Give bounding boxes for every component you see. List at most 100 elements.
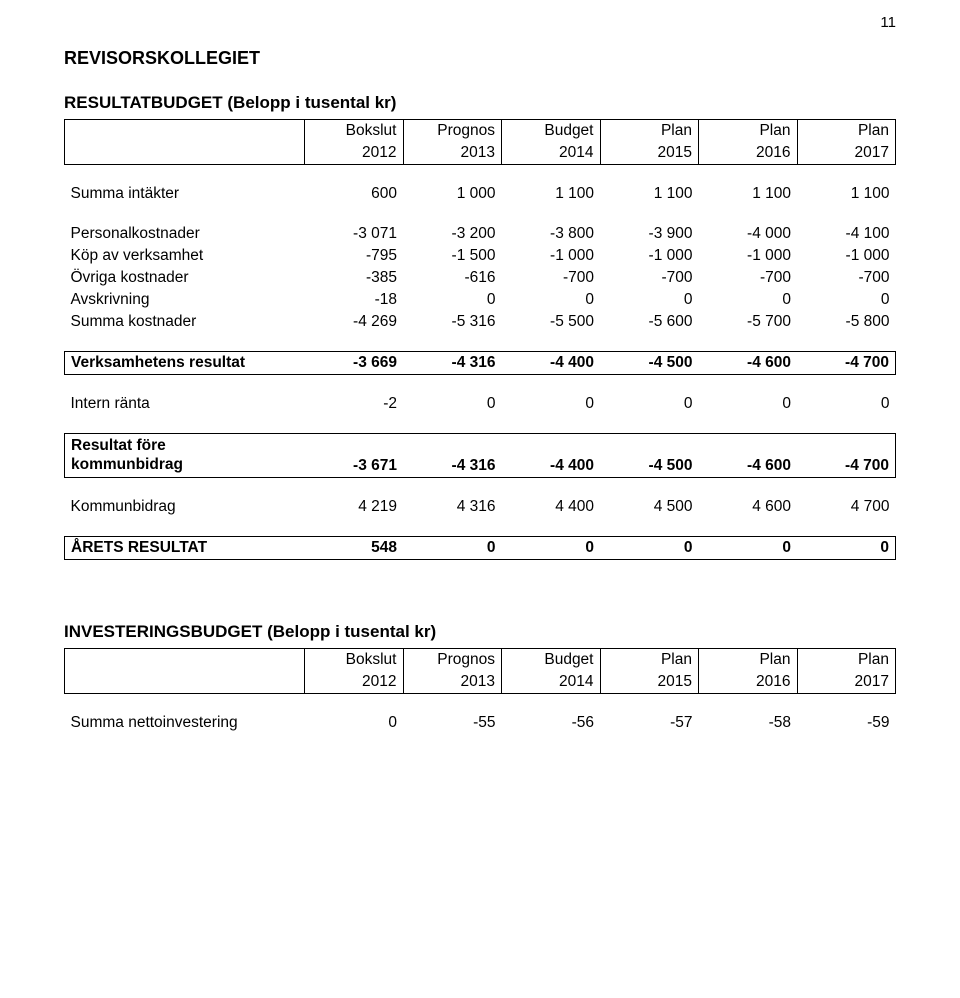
cell: 0 (797, 393, 896, 415)
cell-label: Kommunbidrag (65, 496, 305, 518)
page: 11 REVISORSKOLLEGIET RESULTATBUDGET (Bel… (0, 0, 960, 998)
row-arets-resultat: ÅRETS RESULTAT 548 0 0 0 0 0 (65, 536, 896, 559)
header-2012: 2012 (305, 671, 404, 694)
cell: 1 100 (502, 183, 601, 205)
header-2016: 2016 (699, 671, 798, 694)
header-2015: 2015 (600, 671, 699, 694)
cell: -3 071 (305, 223, 404, 245)
row-intern-ranta: Intern ränta -2 0 0 0 0 0 (65, 393, 896, 415)
row-kommunbidrag: Kommunbidrag 4 219 4 316 4 400 4 500 4 6… (65, 496, 896, 518)
section-investeringsbudget-title: INVESTERINGSBUDGET (Belopp i tusental kr… (64, 622, 896, 642)
row-personalkostnader: Personalkostnader -3 071 -3 200 -3 800 -… (65, 223, 896, 245)
cell: 600 (305, 183, 404, 205)
cell-label: Intern ränta (65, 393, 305, 415)
cell: -700 (600, 267, 699, 289)
header-prognos: Prognos (403, 648, 502, 671)
cell: -385 (305, 267, 404, 289)
cell: -1 000 (797, 245, 896, 267)
row-verksamhetens-resultat: Verksamhetens resultat -3 669 -4 316 -4 … (65, 352, 896, 375)
cell: -3 900 (600, 223, 699, 245)
cell: -4 500 (600, 352, 699, 375)
header-2017: 2017 (797, 142, 896, 165)
header-prognos: Prognos (403, 120, 502, 143)
header-blank-bot (65, 671, 305, 694)
header-plan-3: Plan (797, 648, 896, 671)
cell-label: Summa intäkter (65, 183, 305, 205)
cell: -56 (502, 712, 601, 734)
investeringsbudget-table: Bokslut Prognos Budget Plan Plan Plan 20… (64, 648, 896, 734)
cell: -4 316 (403, 352, 502, 375)
cell: -3 200 (403, 223, 502, 245)
cell: -4 000 (699, 223, 798, 245)
cell: 0 (403, 289, 502, 311)
cell: 1 100 (699, 183, 798, 205)
header-bokslut: Bokslut (305, 120, 404, 143)
cell: 4 700 (797, 496, 896, 518)
row-summa-intakter: Summa intäkter 600 1 000 1 100 1 100 1 1… (65, 183, 896, 205)
label-line2: kommunbidrag (71, 455, 299, 474)
cell: -5 600 (600, 311, 699, 333)
header-2017: 2017 (797, 671, 896, 694)
cell: -4 600 (699, 352, 798, 375)
cell: -795 (305, 245, 404, 267)
header-2016: 2016 (699, 142, 798, 165)
cell-label: Övriga kostnader (65, 267, 305, 289)
cell-label: Summa nettoinvestering (65, 712, 305, 734)
cell: -1 000 (699, 245, 798, 267)
cell: 0 (699, 536, 798, 559)
cell: -5 800 (797, 311, 896, 333)
header-budget: Budget (502, 648, 601, 671)
header-plan-2: Plan (699, 648, 798, 671)
cell: 4 600 (699, 496, 798, 518)
cell: 4 500 (600, 496, 699, 518)
row-avskrivning: Avskrivning -18 0 0 0 0 0 (65, 289, 896, 311)
cell: -700 (797, 267, 896, 289)
cell: -700 (502, 267, 601, 289)
cell: -4 600 (699, 434, 798, 478)
cell: -4 500 (600, 434, 699, 478)
header-blank-bot (65, 142, 305, 165)
cell: -4 100 (797, 223, 896, 245)
cell: -5 700 (699, 311, 798, 333)
cell: -58 (699, 712, 798, 734)
row-ovriga-kostnader: Övriga kostnader -385 -616 -700 -700 -70… (65, 267, 896, 289)
page-number: 11 (880, 14, 896, 31)
header-plan-3: Plan (797, 120, 896, 143)
cell: 0 (502, 536, 601, 559)
cell: -1 500 (403, 245, 502, 267)
header-blank-top (65, 648, 305, 671)
cell-label: Summa kostnader (65, 311, 305, 333)
cell: -616 (403, 267, 502, 289)
header-blank-top (65, 120, 305, 143)
cell: 4 316 (403, 496, 502, 518)
row-summa-nettoinvestering: Summa nettoinvestering 0 -55 -56 -57 -58… (65, 712, 896, 734)
cell: -5 316 (403, 311, 502, 333)
cell: -4 700 (797, 352, 896, 375)
section-resultatbudget-title: RESULTATBUDGET (Belopp i tusental kr) (64, 93, 896, 113)
cell-label: Köp av verksamhet (65, 245, 305, 267)
cell: -2 (305, 393, 404, 415)
cell: -59 (797, 712, 896, 734)
cell: -4 700 (797, 434, 896, 478)
resultatbudget-table: Bokslut Prognos Budget Plan Plan Plan 20… (64, 119, 896, 560)
cell-label: Verksamhetens resultat (65, 352, 305, 375)
cell: -1 000 (600, 245, 699, 267)
cell: 0 (699, 393, 798, 415)
cell: 0 (797, 536, 896, 559)
cell: -700 (699, 267, 798, 289)
cell: 0 (600, 393, 699, 415)
cell: 0 (600, 536, 699, 559)
header-plan-1: Plan (600, 648, 699, 671)
cell: -4 269 (305, 311, 404, 333)
header-plan-2: Plan (699, 120, 798, 143)
cell: 0 (305, 712, 404, 734)
header-bokslut: Bokslut (305, 648, 404, 671)
header-plan-1: Plan (600, 120, 699, 143)
header-2013: 2013 (403, 671, 502, 694)
cell: 0 (403, 393, 502, 415)
cell: -4 400 (502, 434, 601, 478)
cell: -1 000 (502, 245, 601, 267)
cell: 0 (403, 536, 502, 559)
cell: 0 (797, 289, 896, 311)
row-kop-av-verksamhet: Köp av verksamhet -795 -1 500 -1 000 -1 … (65, 245, 896, 267)
